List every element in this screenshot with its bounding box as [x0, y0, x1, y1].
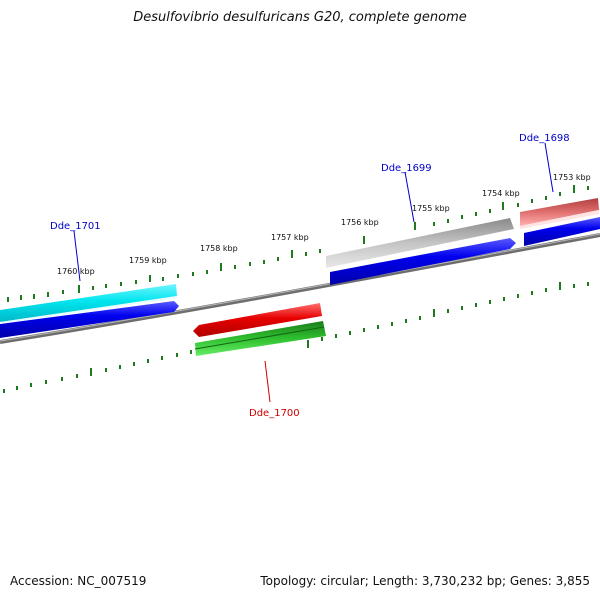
accession-text: Accession: NC_007519 — [10, 574, 147, 588]
upper-tick-track — [7, 185, 589, 302]
cds-track-right — [524, 217, 600, 246]
lower-tick-track — [3, 282, 589, 393]
kbp-label-1757: 1757 kbp — [271, 233, 309, 242]
map-title: Desulfovibrio desulfuricans G20, complet… — [133, 10, 467, 25]
gene-dde-1700[interactable] — [193, 303, 322, 337]
gene-label-dde-1699[interactable]: Dde_1699 — [381, 163, 432, 174]
leader-dde-1699 — [404, 171, 415, 223]
gene-label-dde-1700[interactable]: Dde_1700 — [249, 408, 300, 419]
leader-dde-1701 — [73, 230, 81, 282]
gene-dde-1701[interactable] — [0, 284, 177, 322]
leader-dde-1698 — [544, 142, 554, 193]
gene-dde-1699[interactable] — [326, 218, 514, 268]
kbp-label-1759: 1759 kbp — [129, 256, 167, 265]
gene-dde-1700-rna[interactable] — [195, 321, 326, 356]
gene-label-dde-1698[interactable]: Dde_1698 — [519, 133, 570, 144]
kbp-label-1758: 1758 kbp — [200, 244, 238, 253]
gene-label-dde-1701[interactable]: Dde_1701 — [50, 221, 101, 232]
cds-track-left — [0, 301, 179, 338]
kbp-label-1755: 1755 kbp — [412, 204, 450, 213]
genome-backbone — [0, 233, 600, 344]
cds-track-middle — [330, 238, 516, 285]
leader-dde-1700 — [264, 360, 271, 403]
kbp-label-1753: 1753 kbp — [553, 173, 591, 182]
gene-dde-1698[interactable] — [520, 198, 599, 226]
kbp-label-1754: 1754 kbp — [482, 189, 520, 198]
kbp-label-1760: 1760 kbp — [57, 267, 95, 276]
genome-summary-text: Topology: circular; Length: 3,730,232 bp… — [260, 574, 590, 588]
kbp-label-1756: 1756 kbp — [341, 218, 379, 227]
